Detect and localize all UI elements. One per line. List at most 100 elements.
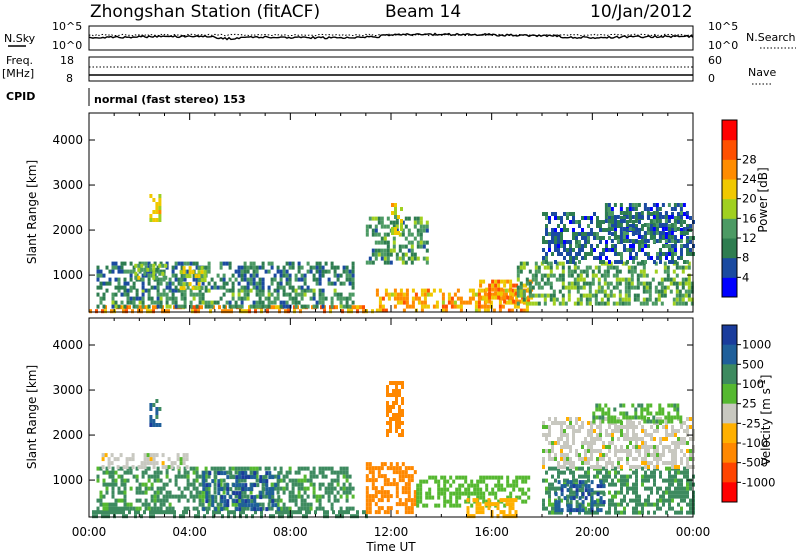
echo-cell: [149, 214, 153, 218]
echo-cell: [213, 482, 217, 487]
echo-cell: [383, 232, 387, 237]
echo-cell: [420, 308, 424, 313]
echo-cell: [318, 470, 322, 475]
echo-cell: [644, 470, 647, 475]
echo-cell: [624, 289, 628, 294]
echo-cell: [570, 269, 574, 274]
echo-cell: [569, 457, 572, 461]
echo-cell: [671, 498, 674, 503]
echo-cell: [168, 281, 172, 286]
echo-cell: [458, 483, 462, 488]
echo-cell: [684, 265, 688, 270]
echo-cell: [153, 494, 157, 499]
echo-cell: [377, 248, 381, 253]
echo-cell: [147, 288, 151, 293]
echo-cell: [159, 296, 163, 301]
echo-cell: [447, 292, 451, 297]
echo-cell: [135, 474, 139, 479]
echo-cell: [290, 514, 293, 519]
echo-cell: [386, 256, 390, 261]
echo-cell: [204, 470, 208, 475]
echo-cell: [407, 232, 411, 237]
echo-cell: [402, 292, 406, 297]
echo-cell: [235, 483, 239, 488]
echo-cell: [531, 285, 535, 290]
echo-cell: [386, 482, 390, 487]
echo-cell: [237, 292, 241, 297]
echo-cell: [642, 301, 646, 306]
echo-cell: [156, 490, 160, 495]
echo-cell: [423, 288, 427, 293]
echo-cell: [641, 248, 644, 252]
echo-cell: [294, 478, 298, 483]
echo-cell: [548, 425, 551, 429]
echo-cell: [599, 433, 602, 437]
echo-cell: [159, 486, 163, 491]
echo-cell: [241, 471, 245, 476]
echo-cell: [174, 288, 178, 293]
echo-cell: [620, 510, 623, 515]
echo-cell: [147, 277, 151, 282]
echo-cell: [638, 421, 641, 425]
echo-cell: [659, 486, 662, 491]
echo-cell: [632, 482, 635, 487]
echo-cell: [309, 296, 313, 301]
echo-cell: [599, 429, 602, 433]
echo-cell: [182, 510, 185, 515]
echo-cell: [134, 271, 138, 276]
echo-cell: [537, 281, 541, 286]
echo-cell: [569, 488, 573, 493]
echo-region: [542, 466, 695, 515]
echo-cell: [120, 498, 124, 503]
echo-cell: [658, 419, 662, 424]
echo-cell: [312, 277, 316, 282]
echo-cell: [632, 429, 635, 433]
echo-cell: [156, 265, 160, 270]
echo-cell: [395, 482, 399, 487]
echo-cell: [626, 486, 629, 491]
echo-cell: [546, 277, 550, 282]
echo-cell: [549, 293, 553, 298]
echo-cell: [380, 486, 384, 491]
echo-cell: [597, 277, 601, 282]
echo-cell: [146, 461, 150, 466]
echo-cell: [543, 293, 547, 298]
echo-cell: [398, 474, 402, 479]
echo-cell: [392, 240, 396, 245]
echo-cell: [641, 437, 644, 441]
echo-cell: [279, 300, 283, 305]
echo-cell: [632, 445, 635, 449]
echo-cell: [551, 232, 554, 236]
echo-cell: [318, 502, 322, 507]
echo-cell: [686, 474, 689, 479]
echo-cell: [294, 292, 298, 297]
echo-cell: [645, 285, 649, 290]
echo-cell: [587, 449, 590, 453]
echo-cell: [345, 490, 349, 495]
echo-cell: [143, 457, 147, 462]
echo-cell: [585, 269, 589, 274]
echo-cell: [248, 309, 251, 314]
echo-cell: [596, 457, 599, 461]
echo-cell: [392, 393, 395, 397]
echo-cell: [638, 494, 641, 499]
echo-cell: [288, 285, 292, 290]
echo-cell: [315, 304, 319, 309]
echo-cell: [165, 506, 169, 511]
echo-cell: [386, 248, 390, 253]
echo-cell: [635, 465, 638, 469]
echo-cell: [458, 495, 462, 500]
echo-cell: [642, 281, 646, 286]
echo-cell: [602, 220, 605, 224]
echo-cell: [237, 486, 241, 491]
echo-cell: [612, 273, 616, 278]
echo-cell: [665, 244, 668, 248]
echo-cell: [162, 288, 166, 293]
echo-cell: [623, 506, 626, 511]
echo-cell: [676, 227, 680, 231]
echo-cell: [189, 292, 193, 297]
echo-cell: [152, 514, 155, 519]
echo-cell: [628, 227, 632, 231]
echo-cell: [339, 281, 343, 286]
echo-cell: [401, 256, 405, 261]
